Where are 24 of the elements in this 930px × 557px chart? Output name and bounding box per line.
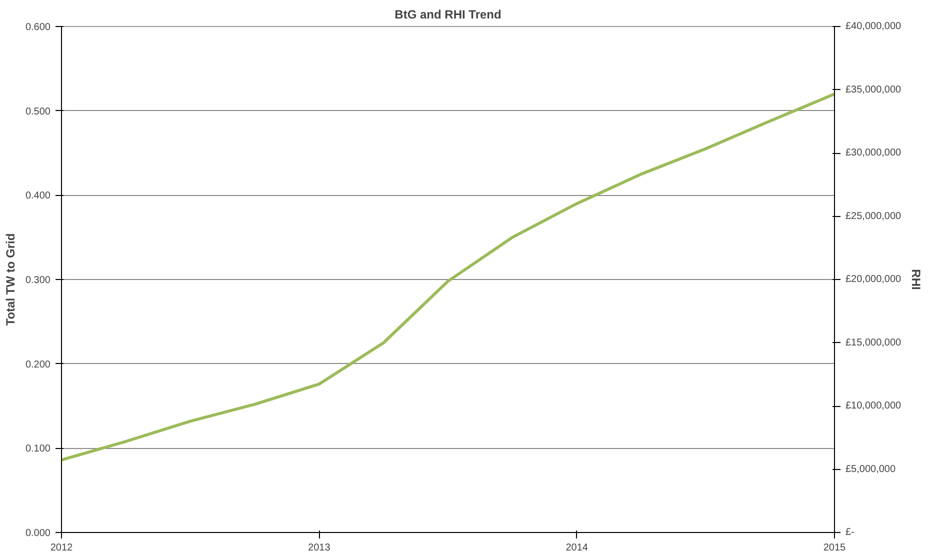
y-axis-title: Total TW to Grid <box>3 233 18 326</box>
x-tick-label: 2014 <box>566 542 588 554</box>
y2-tick-label: £20,000,000 <box>846 274 902 285</box>
x-tick-label: 2015 <box>823 542 846 554</box>
y2-axis-title: RHI <box>909 269 924 290</box>
y-tick-label: 0.100 <box>25 444 51 455</box>
y-tick-label: 0.400 <box>25 190 51 202</box>
y2-tick-label: £30,000,000 <box>846 148 902 158</box>
y-tick-label: 0.300 <box>25 275 51 286</box>
y2-tick-label: £10,000,000 <box>846 400 902 412</box>
y-tick-label: 0.600 <box>25 22 51 33</box>
x-tick-label: 2012 <box>50 542 74 554</box>
y2-tick-label: £5,000,000 <box>846 464 896 475</box>
line-series <box>62 92 834 462</box>
y2-tick-label: £25,000,000 <box>846 210 902 222</box>
y2-tick-label: £- <box>846 527 854 538</box>
y2-tick-label: £15,000,000 <box>846 337 902 348</box>
y-tick-label: 0.200 <box>25 359 51 370</box>
y2-tick-label: £40,000,000 <box>846 21 902 32</box>
y-tick-label: 0.000 <box>25 528 51 539</box>
chart-title: BtG and RHI Trend <box>394 8 502 22</box>
y-tick-label: 0.500 <box>25 106 51 118</box>
y2-tick-label: £35,000,000 <box>846 84 902 96</box>
x-tick-label: 2013 <box>308 542 331 554</box>
